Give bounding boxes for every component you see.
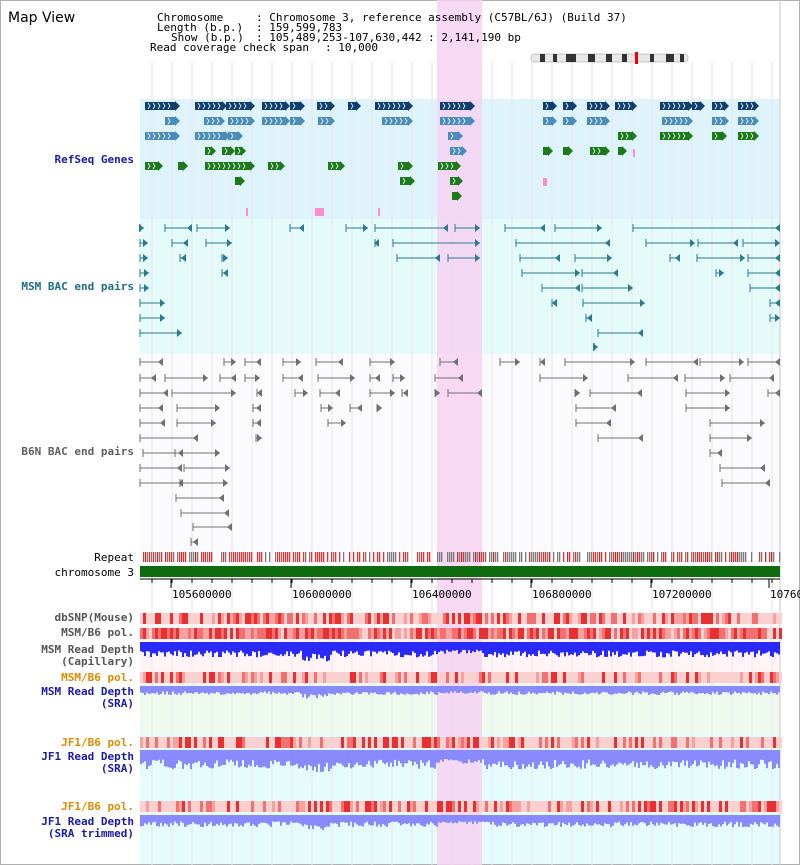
track-label-jf1-depth-trim-sub: (SRA trimmed) <box>47 827 134 840</box>
coverage-label: Read coverage check span <box>150 41 309 54</box>
read-depth-tracks <box>140 642 780 831</box>
track-label-jf1-depth-sra[interactable]: JF1 Read Depth <box>41 750 134 763</box>
axis-tick-label: 106000000 <box>292 588 352 601</box>
track-label-dbsnp[interactable]: dbSNP(Mouse) <box>54 611 134 624</box>
show-label: Show (b.p.) <box>171 31 244 44</box>
polymorphism-heat-tracks <box>140 613 782 812</box>
chromosome-bar <box>140 566 780 577</box>
b6n-bac-pair-glyphs[interactable] <box>139 358 780 546</box>
view-title: Map View <box>8 10 76 26</box>
chromosome-ideogram <box>530 52 689 64</box>
repeat-track-bars <box>143 552 781 562</box>
axis-tick-label: 107200000 <box>652 588 712 601</box>
track-label-msm-depth-capillary[interactable]: MSM Read Depth <box>41 643 134 656</box>
show-value: : 105,489,253-107,630,442 : 2,141,190 bp <box>256 31 521 44</box>
track-label-b6n-bac[interactable]: B6N BAC end pairs <box>21 445 134 458</box>
vertical-gridlines <box>151 0 781 865</box>
chromosome-label: Chromosome <box>157 11 224 24</box>
track-label-repeat[interactable]: Repeat <box>94 551 134 564</box>
track-label-refseq[interactable]: RefSeq Genes <box>54 153 134 166</box>
axis-tick-label: 106800000 <box>532 588 592 601</box>
track-label-msm-depth-capillary-sub: (Capillary) <box>61 655 134 668</box>
axis-tick-label: 105600000 <box>172 588 232 601</box>
track-label-jf1-b6-pol[interactable]: JF1/B6 pol. <box>61 736 134 749</box>
msm-bac-pair-glyphs[interactable] <box>139 224 780 351</box>
selection-highlight-band[interactable] <box>437 0 482 865</box>
track-label-jf1-b6-pol-trim[interactable]: JF1/B6 pol. <box>61 800 134 813</box>
track-label-msm-b6-pol-sra[interactable]: MSM/B6 pol. <box>61 671 134 684</box>
axis-tick-label: 106400000 <box>412 588 472 601</box>
length-label: Length (b.p.) <box>157 21 244 34</box>
chromosome-value: : Chromosome 3, reference assembly (C57B… <box>256 11 627 24</box>
length-value: : 159,599,783 <box>256 21 343 34</box>
coverage-value: : 10,000 <box>325 41 378 54</box>
track-label-chromosome[interactable]: chromosome 3 <box>54 566 134 579</box>
track-label-msm-depth-sra-sub: (SRA) <box>100 697 134 710</box>
track-label-msm-depth-sra[interactable]: MSM Read Depth <box>41 685 134 698</box>
refseq-gene-glyphs[interactable] <box>145 101 759 216</box>
track-label-jf1-depth-sra-sub: (SRA) <box>100 762 134 775</box>
axis-tick-label: 10760 <box>770 588 800 601</box>
track-label-msm-bac[interactable]: MSM BAC end pairs <box>21 280 134 293</box>
position-axis: 105600000 106000000 106400000 106800000 1072… <box>140 578 800 601</box>
track-label-jf1-depth-trim[interactable]: JF1 Read Depth <box>41 815 134 828</box>
track-label-msm-b6-pol[interactable]: MSM/B6 pol. <box>61 626 134 639</box>
